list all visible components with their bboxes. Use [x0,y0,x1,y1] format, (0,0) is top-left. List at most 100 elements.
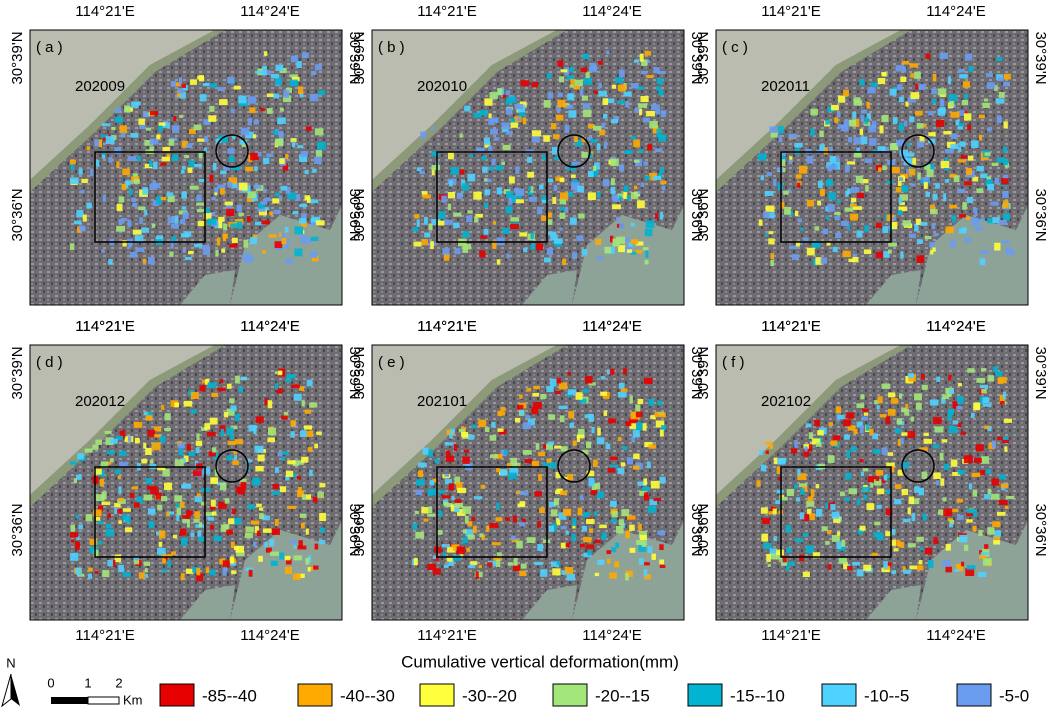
map-panel: ( f )202102 [716,345,1028,620]
deformation-pixel [228,518,234,524]
deformation-pixel [787,489,795,496]
deformation-pixel [625,573,629,581]
lat-label: 30°39'N [351,31,368,84]
deformation-pixel [287,374,296,378]
deformation-pixel [559,76,564,82]
deformation-pixel [971,413,975,418]
deformation-pixel [504,450,508,454]
deformation-pixel [259,513,264,519]
deformation-pixel [914,393,922,400]
deformation-pixel [891,217,896,220]
deformation-pixel [578,213,584,218]
lat-label: 30°39'N [9,31,26,84]
deformation-pixel [1004,121,1008,128]
deformation-pixel [624,151,629,154]
deformation-pixel [842,251,850,257]
deformation-pixel [77,453,84,459]
deformation-pixel [978,530,982,536]
deformation-pixel [299,204,307,207]
deformation-pixel [911,417,914,422]
deformation-pixel [211,393,218,397]
deformation-pixel [217,388,226,391]
deformation-pixel [421,507,428,513]
deformation-pixel [263,516,270,521]
deformation-pixel [171,81,176,87]
deformation-pixel [534,386,540,390]
deformation-pixel [625,421,631,426]
deformation-pixel [415,532,424,539]
deformation-pixel [830,156,836,164]
deformation-pixel [597,144,601,150]
deformation-pixel [856,231,862,238]
deformation-pixel [439,211,446,219]
deformation-pixel [794,143,802,148]
deformation-pixel [615,543,619,548]
deformation-pixel [484,203,488,208]
deformation-pixel [118,487,121,494]
deformation-pixel [640,54,644,62]
deformation-pixel [826,216,829,220]
deformation-pixel [143,111,148,117]
deformation-pixel [482,156,487,160]
deformation-pixel [832,535,840,542]
deformation-pixel [836,541,841,548]
deformation-pixel [902,61,909,65]
north-label: N [6,655,15,670]
deformation-pixel [313,497,318,503]
deformation-pixel [794,485,798,489]
deformation-pixel [852,257,858,262]
deformation-pixel [1001,483,1009,488]
deformation-pixel [914,224,918,232]
deformation-pixel [548,219,553,225]
deformation-pixel [932,99,936,104]
deformation-pixel [609,573,617,579]
deformation-pixel [454,444,457,451]
deformation-pixel [446,456,454,462]
deformation-pixel [76,541,80,547]
deformation-pixel [199,75,204,81]
deformation-pixel [974,211,977,216]
deformation-pixel [577,186,584,193]
deformation-pixel [898,439,901,446]
deformation-pixel [980,258,986,265]
deformation-pixel [279,131,284,136]
deformation-pixel [152,224,156,228]
deformation-pixel [558,92,563,96]
deformation-pixel [128,240,132,247]
deformation-pixel [629,525,635,531]
deformation-pixel [510,224,519,229]
deformation-pixel [519,522,525,526]
deformation-pixel [272,491,280,495]
deformation-pixel [459,429,465,432]
deformation-pixel [557,100,565,105]
deformation-pixel [275,467,279,473]
deformation-pixel [310,251,317,257]
deformation-pixel [309,402,317,407]
deformation-pixel [797,183,800,188]
deformation-pixel [463,529,467,533]
deformation-pixel [950,241,956,248]
deformation-pixel [998,377,1006,383]
deformation-pixel [567,474,573,480]
deformation-pixel [191,410,197,414]
deformation-pixel [575,188,578,192]
deformation-pixel [180,502,185,508]
deformation-pixel [484,189,490,195]
deformation-pixel [506,131,513,135]
deformation-pixel [976,444,984,451]
deformation-pixel [800,488,804,495]
deformation-pixel [973,509,977,516]
deformation-pixel [527,537,536,543]
deformation-pixel [124,105,130,112]
deformation-pixel [196,433,199,440]
deformation-pixel [415,490,422,496]
deformation-pixel [574,136,578,142]
deformation-pixel [964,113,971,120]
deformation-pixel [655,213,658,218]
scale-bar: 0 1 2 Km [47,675,142,707]
deformation-pixel [572,518,576,526]
deformation-pixel [442,495,451,498]
deformation-pixel [611,178,615,185]
deformation-pixel [119,451,127,456]
deformation-pixel [186,510,193,515]
